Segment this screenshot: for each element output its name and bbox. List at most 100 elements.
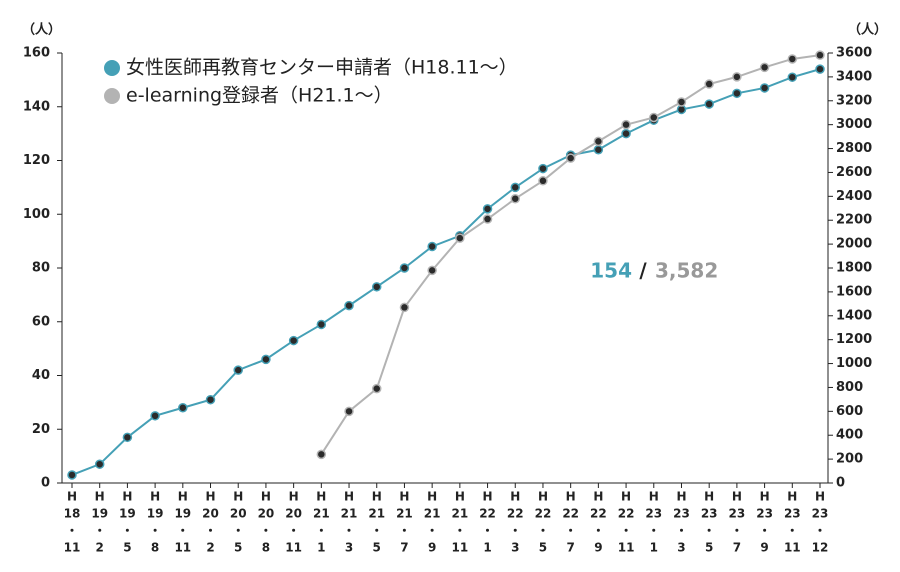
point: [150, 411, 160, 421]
point: [621, 128, 631, 139]
x-tick-label: ・: [343, 524, 355, 538]
y2-tick-label: 2000: [836, 237, 872, 252]
x-tick-label: 5: [373, 541, 381, 555]
x-tick-label: 12: [812, 541, 829, 555]
y-tick-label: 40: [32, 368, 50, 383]
x-tick-label: 5: [123, 541, 131, 555]
x-tick-label: 18: [64, 507, 81, 521]
x-tick-label: ・: [121, 524, 133, 538]
x-tick-label: 23: [701, 507, 718, 521]
x-tick-label: ・: [315, 524, 327, 538]
x-tick-label: ・: [482, 524, 494, 538]
x-tick-label: H: [510, 490, 520, 504]
point: [178, 403, 188, 413]
point: [787, 54, 798, 64]
series-line: [71, 68, 821, 476]
x-tick-label: 1: [317, 541, 325, 555]
x-tick-label: 8: [262, 541, 270, 555]
point: [344, 406, 354, 417]
x-tick-label: 11: [618, 541, 635, 555]
x-tick-label: 19: [147, 507, 164, 521]
x-tick-label: 23: [645, 507, 662, 521]
point: [510, 193, 521, 204]
point: [205, 394, 216, 405]
point: [676, 97, 687, 107]
x-tick-label: 22: [507, 507, 524, 521]
x-tick-label: H: [399, 490, 409, 504]
x-tick-label: ・: [288, 524, 300, 538]
y-tick-label: 160: [23, 46, 50, 61]
x-tick-label: ・: [94, 524, 106, 538]
x-tick-label: ・: [814, 524, 826, 538]
y2-tick-label: 2400: [836, 189, 872, 204]
y-tick-label: 100: [23, 207, 50, 222]
x-tick-label: ・: [703, 524, 715, 538]
x-tick-label: ・: [454, 524, 466, 538]
x-tick-label: ・: [371, 524, 383, 538]
x-tick-label: H: [621, 490, 631, 504]
x-tick-label: 21: [452, 507, 469, 521]
y2-tick-label: 1600: [836, 284, 872, 299]
x-tick-label: ・: [149, 524, 161, 538]
point: [704, 99, 714, 109]
point: [482, 214, 493, 224]
x-tick-label: 21: [396, 507, 413, 521]
point: [261, 354, 271, 365]
x-tick-label: H: [344, 490, 354, 504]
y-tick-label: 20: [32, 422, 50, 437]
point: [815, 64, 825, 74]
x-tick-label: 19: [119, 507, 136, 521]
x-tick-label: ・: [260, 524, 272, 538]
point: [316, 319, 327, 330]
x-tick-label: 5: [234, 541, 242, 555]
x-tick-label: ・: [675, 524, 687, 538]
x-tick-label: ・: [537, 524, 549, 538]
x-tick-label: ・: [426, 524, 438, 538]
legend-label: e-learning登録者（H21.1〜）: [126, 85, 393, 107]
x-tick-label: 20: [230, 507, 247, 521]
y2-tick-label: 1000: [836, 356, 872, 371]
legend-marker: [104, 88, 120, 104]
x-tick-label: 22: [590, 507, 607, 521]
point: [94, 459, 105, 469]
x-tick-label: 9: [594, 541, 602, 555]
y2-tick-label: 1200: [836, 332, 872, 347]
x-tick-label: ・: [731, 524, 743, 538]
x-tick-label: 9: [428, 541, 436, 555]
point: [593, 145, 604, 155]
x-tick-label: H: [455, 490, 465, 504]
x-tick-label: ・: [232, 524, 244, 538]
x-tick-label: H: [538, 490, 548, 504]
x-tick-label: H: [649, 490, 659, 504]
annotation-right: 3,582: [655, 259, 718, 283]
x-tick-label: 19: [174, 507, 191, 521]
y2-tick-label: 3400: [836, 69, 872, 84]
y2-tick-label: 3600: [836, 46, 872, 61]
x-tick-label: H: [593, 490, 603, 504]
point: [621, 119, 631, 130]
x-tick-label: ・: [759, 524, 771, 538]
y2-tick-label: 2800: [836, 141, 872, 156]
x-tick-label: 21: [424, 507, 441, 521]
x-tick-label: 22: [618, 507, 635, 521]
x-tick-label: 23: [729, 507, 746, 521]
x-tick-label: H: [233, 490, 243, 504]
x-tick-label: 22: [479, 507, 496, 521]
point: [288, 335, 299, 346]
point: [565, 153, 576, 163]
point: [787, 72, 798, 82]
x-tick-label: 8: [151, 541, 159, 555]
x-tick-label: 23: [784, 507, 801, 521]
y-axis-unit: （人）: [22, 22, 61, 38]
x-tick-label: 3: [345, 541, 353, 555]
point: [122, 432, 133, 443]
annotation-sep: /: [639, 259, 647, 283]
y2-axis-unit: （人）: [848, 22, 887, 38]
point: [371, 383, 382, 394]
point: [704, 79, 714, 89]
x-tick-label: 7: [733, 541, 741, 555]
y2-tick-label: 2600: [836, 165, 872, 180]
y-tick-label: 0: [41, 476, 50, 491]
x-tick-label: 3: [677, 541, 685, 555]
